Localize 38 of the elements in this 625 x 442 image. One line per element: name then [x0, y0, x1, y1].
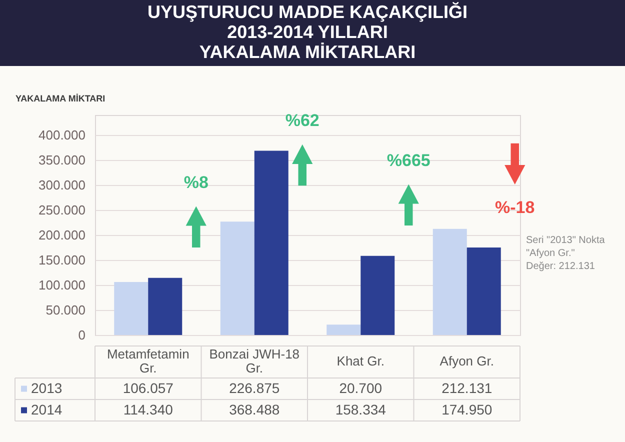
y-tick-label: 350.000: [38, 152, 86, 168]
y-tick-label: 250.000: [38, 202, 86, 218]
data-label: 114.340: [123, 401, 174, 418]
x-tick-label: Bonzai JWH-18 Gr.: [209, 346, 300, 376]
legend-label: 2013: [31, 380, 62, 396]
y-tick-label: 300.000: [38, 178, 86, 192]
y-tick-label: 50.000: [46, 302, 86, 318]
bar: [360, 256, 395, 335]
y-tick-label: 0: [78, 328, 86, 342]
y-tick-label: 400.000: [38, 128, 86, 142]
bar: [148, 278, 182, 335]
annotation: %-18: [495, 198, 535, 217]
bar: [220, 222, 254, 335]
data-label: 158.334: [335, 401, 386, 418]
data-label: 106.057: [122, 380, 174, 396]
x-tick-label: Afyon Gr.: [440, 354, 494, 368]
bar: [432, 228, 467, 335]
annotation: %665: [386, 150, 430, 170]
data-label: 212.131: [442, 380, 492, 396]
bar: [326, 324, 361, 335]
chart-title: UYUŞTURUCU MADDE KAÇAKÇILIĞI 2013-2014 YILLARI YAKALAMA MİKTARLARI: [148, 2, 468, 62]
data-label: 174.950: [442, 401, 492, 418]
data-label: 368.488: [229, 401, 280, 418]
y-tick-label: 200.000: [38, 228, 86, 242]
y-tick-label: 150.000: [38, 252, 86, 268]
y-tick-label: 100.000: [38, 278, 86, 292]
legend-label: 2014: [31, 401, 62, 418]
bar: [254, 150, 288, 335]
text: Seri "2013" Nokta "Afyon Gr." Değer: 212.131: [526, 235, 606, 272]
data-label: 226.875: [229, 380, 280, 396]
x-tick-label: Khat Gr.: [336, 354, 384, 368]
x-tick-label: Metamfetamin Gr.: [106, 346, 190, 376]
bar: [466, 248, 501, 335]
y-axis-title: YAKALAMA MİKTARI: [16, 94, 106, 104]
annotation: %62: [285, 111, 320, 130]
bar: [114, 282, 148, 335]
annotation: %8: [184, 172, 208, 192]
data-label: 20.700: [339, 380, 382, 396]
